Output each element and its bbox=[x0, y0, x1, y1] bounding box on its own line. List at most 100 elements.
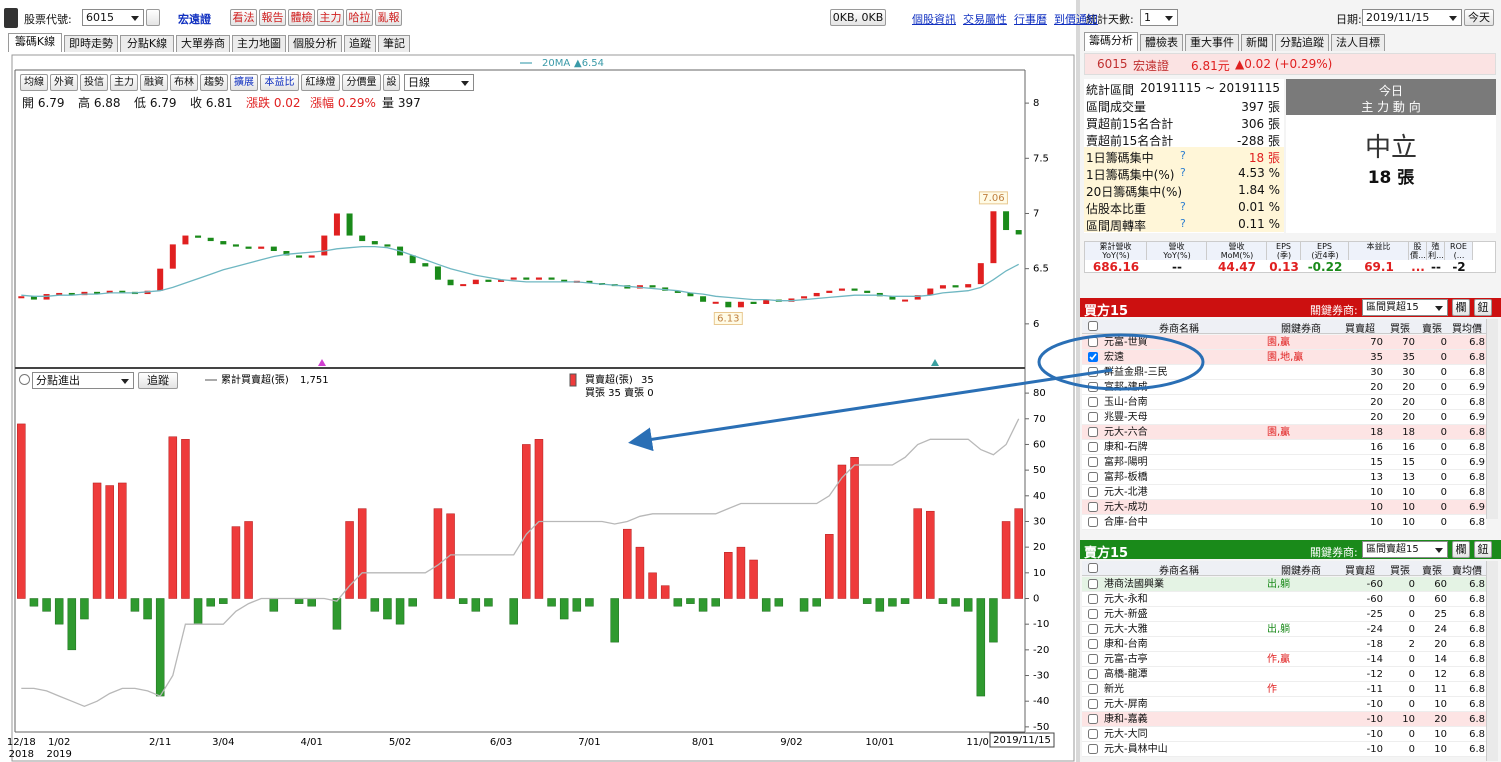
chart-button[interactable]: 擴展 bbox=[230, 74, 258, 91]
stock-header: 6015 宏遠證 6.81元 ▲0.02 (+0.29%) bbox=[1084, 53, 1496, 75]
tab[interactable]: 籌碼K線 bbox=[8, 33, 62, 52]
side-panel: 統計天數: 1 日期: 2019/11/15 今天 籌碼分析 體檢表 重大事件 新聞 分點追蹤 法人… bbox=[1080, 0, 1501, 762]
stock-code[interactable]: 6015 bbox=[82, 9, 144, 26]
checkbox[interactable] bbox=[1088, 397, 1098, 407]
tab[interactable]: 追蹤 bbox=[344, 35, 376, 52]
tool-button[interactable]: 主力 bbox=[317, 9, 344, 26]
section-button[interactable]: 欄 bbox=[1452, 541, 1470, 558]
bar bbox=[888, 598, 897, 607]
tab[interactable]: 體檢表 bbox=[1140, 34, 1183, 51]
checkbox[interactable] bbox=[1088, 579, 1098, 589]
days-select[interactable]: 1 bbox=[1140, 9, 1178, 26]
checkbox[interactable] bbox=[1088, 594, 1098, 604]
tab[interactable]: 新聞 bbox=[1241, 34, 1273, 51]
search-button[interactable] bbox=[146, 9, 160, 26]
checkbox[interactable] bbox=[1088, 472, 1098, 482]
checkbox[interactable] bbox=[1088, 457, 1098, 467]
cell: 新光 bbox=[1104, 684, 1124, 695]
cell: 20 bbox=[1402, 382, 1415, 393]
bar bbox=[938, 598, 948, 604]
flow-button[interactable]: 追蹤 bbox=[138, 372, 178, 389]
candle bbox=[510, 277, 517, 280]
chart-button[interactable]: 投信 bbox=[80, 74, 108, 91]
checkbox[interactable] bbox=[1088, 502, 1098, 512]
checkbox[interactable] bbox=[1088, 654, 1098, 664]
tab[interactable]: 即時走勢 bbox=[64, 35, 118, 52]
link[interactable]: 行事曆 bbox=[1014, 13, 1047, 26]
period-select[interactable]: 日線 bbox=[404, 74, 474, 91]
checkbox[interactable] bbox=[1088, 714, 1098, 724]
size-button[interactable]: 0KB, 0KB bbox=[830, 9, 886, 26]
link[interactable]: 到價通知 bbox=[1054, 13, 1098, 26]
checkbox[interactable] bbox=[1088, 729, 1098, 739]
cell: 6.8 bbox=[1469, 427, 1485, 438]
checkbox[interactable] bbox=[1088, 427, 1098, 437]
checkbox[interactable] bbox=[1088, 517, 1098, 527]
chart-button[interactable]: 本益比 bbox=[260, 74, 299, 91]
tool-button[interactable]: 亂報 bbox=[375, 9, 402, 26]
checkbox[interactable] bbox=[1088, 412, 1098, 422]
key-select[interactable]: 區間買超15 bbox=[1362, 299, 1448, 316]
cell: 0 bbox=[1440, 517, 1447, 528]
date-input[interactable]: 2019/11/15 bbox=[1362, 9, 1462, 26]
section-button[interactable]: 鈕 bbox=[1474, 541, 1492, 558]
candle bbox=[965, 284, 972, 288]
tab[interactable]: 重大事件 bbox=[1185, 34, 1239, 51]
key-select[interactable]: 區間賣超15 bbox=[1362, 541, 1448, 558]
candle bbox=[977, 263, 984, 285]
tab[interactable]: 個股分析 bbox=[288, 35, 342, 52]
tool-button[interactable]: 報告 bbox=[259, 9, 286, 26]
cell: 10 bbox=[1370, 517, 1383, 528]
today-title: 今日 bbox=[1378, 84, 1403, 98]
tab[interactable]: 主力地圖 bbox=[232, 35, 286, 52]
close-icon[interactable] bbox=[19, 374, 30, 385]
back-button[interactable] bbox=[4, 8, 18, 28]
chart-button[interactable]: 外資 bbox=[50, 74, 78, 91]
checkbox[interactable] bbox=[1088, 639, 1098, 649]
tab[interactable]: 分點追蹤 bbox=[1275, 34, 1329, 51]
chart-button[interactable]: 紅綠燈 bbox=[301, 74, 340, 91]
tab[interactable]: 籌碼分析 bbox=[1084, 32, 1138, 51]
checkbox[interactable] bbox=[1088, 609, 1098, 619]
checkbox[interactable] bbox=[1088, 624, 1098, 634]
link[interactable]: 個股資訊 bbox=[912, 13, 956, 26]
checkbox[interactable] bbox=[1088, 337, 1098, 347]
x-year-label: 2018 bbox=[9, 749, 34, 760]
checkbox[interactable] bbox=[1088, 563, 1098, 573]
chart-button[interactable]: 設 bbox=[383, 74, 400, 91]
chart-button[interactable]: 布林 bbox=[170, 74, 198, 91]
chart-button[interactable]: 分價量 bbox=[342, 74, 381, 91]
hint: ? bbox=[1180, 166, 1186, 179]
chart-button[interactable]: 均線 bbox=[20, 74, 48, 91]
cell: -10 bbox=[1366, 714, 1383, 725]
checkbox[interactable] bbox=[1088, 684, 1098, 694]
tool-button[interactable]: 體檢 bbox=[288, 9, 315, 26]
tab[interactable]: 分點K線 bbox=[120, 35, 174, 52]
link[interactable]: 交易屬性 bbox=[963, 13, 1007, 26]
tab[interactable]: 大單券商 bbox=[176, 35, 230, 52]
tab[interactable]: 法人目標 bbox=[1331, 34, 1385, 51]
checkbox[interactable] bbox=[1088, 367, 1098, 377]
chart-button[interactable]: 融資 bbox=[140, 74, 168, 91]
tool-button[interactable]: 看法 bbox=[230, 9, 257, 26]
chart-button[interactable]: 主力 bbox=[110, 74, 138, 91]
candle bbox=[371, 241, 378, 245]
section-button[interactable]: 鈕 bbox=[1474, 299, 1492, 316]
section-button[interactable]: 欄 bbox=[1452, 299, 1470, 316]
checkbox[interactable] bbox=[1088, 321, 1098, 331]
checkbox[interactable] bbox=[1088, 744, 1098, 754]
candle bbox=[182, 235, 189, 245]
checkbox[interactable] bbox=[1088, 487, 1098, 497]
checkbox[interactable] bbox=[1088, 669, 1098, 679]
flow-select[interactable]: 分點進出 bbox=[32, 372, 134, 389]
checkbox[interactable] bbox=[1088, 382, 1098, 392]
tab[interactable]: 筆記 bbox=[378, 35, 410, 52]
today-button[interactable]: 今天 bbox=[1464, 9, 1494, 26]
tool-button[interactable]: 哈拉 bbox=[346, 9, 373, 26]
checkbox[interactable] bbox=[1088, 352, 1098, 362]
candle bbox=[169, 244, 176, 269]
checkbox[interactable] bbox=[1088, 442, 1098, 452]
cell: 元大-新盛 bbox=[1104, 609, 1148, 620]
checkbox[interactable] bbox=[1088, 699, 1098, 709]
chart-button[interactable]: 趨勢 bbox=[200, 74, 228, 91]
